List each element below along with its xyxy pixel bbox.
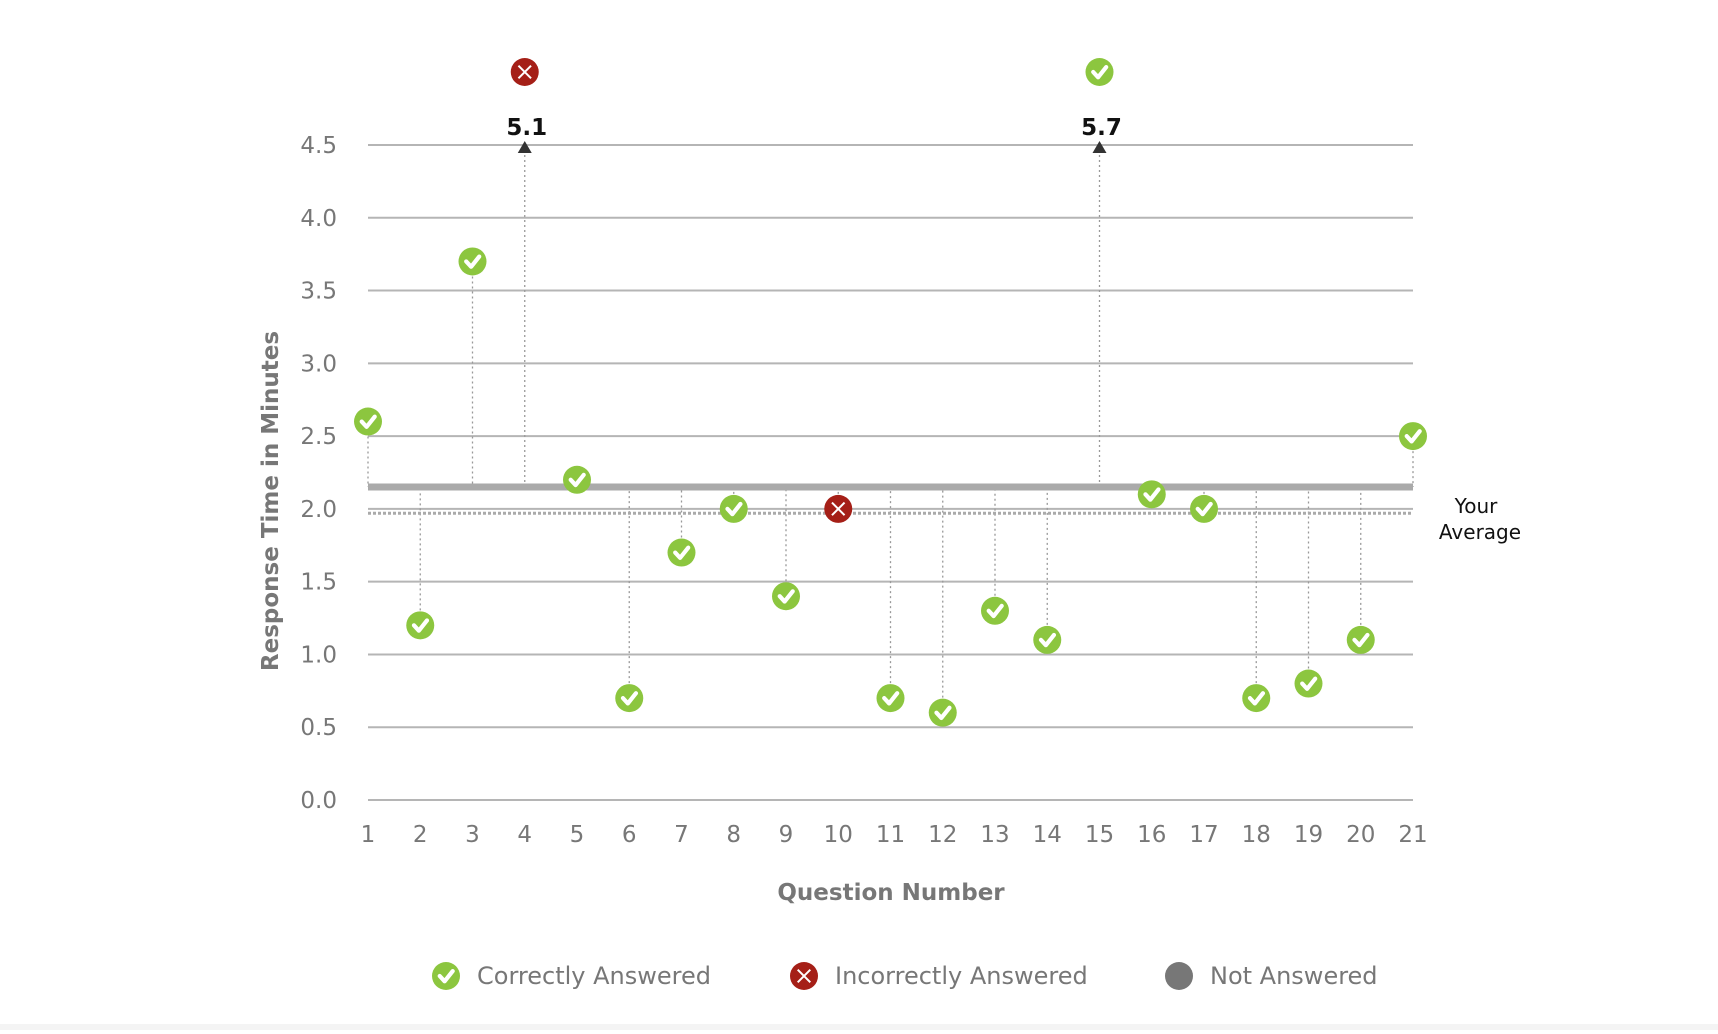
- x-tick-label: 9: [779, 822, 794, 848]
- your-average-label-line2: Average: [1439, 520, 1521, 544]
- data-points: 5.1 5.7: [354, 58, 1427, 727]
- overflow-arrow-icon: [517, 141, 532, 153]
- your-average-label-line1: Your: [1454, 494, 1498, 518]
- check-marker-icon: [615, 684, 644, 713]
- check-marker-icon: [406, 611, 435, 640]
- x-tick-label: 7: [674, 822, 689, 848]
- check-marker-icon: [1346, 625, 1375, 654]
- reference-lines: [368, 483, 1413, 515]
- x-tick-label: 8: [726, 822, 741, 848]
- x-tick-label: 10: [824, 822, 853, 848]
- check-marker-icon: [1137, 480, 1166, 509]
- check-marker-icon: [928, 698, 957, 727]
- not-answered-marker-icon: [1165, 962, 1193, 990]
- check-marker-icon: [458, 247, 487, 276]
- gridlines: [368, 144, 1413, 801]
- legend-item-incorrect: Incorrectly Answered: [790, 962, 1088, 990]
- stems: [367, 145, 1414, 713]
- check-marker-icon: [354, 407, 382, 436]
- check-marker-icon: [667, 538, 696, 567]
- x-tick-label: 15: [1085, 822, 1114, 848]
- check-marker-icon: [719, 494, 748, 523]
- x-tick-label: 6: [622, 822, 637, 848]
- x-tick-label: 11: [876, 822, 905, 848]
- x-tick-label: 20: [1346, 822, 1375, 848]
- x-tick-label: 19: [1294, 822, 1323, 848]
- legend-label: Not Answered: [1210, 962, 1378, 990]
- check-marker-icon: [1033, 625, 1062, 654]
- y-tick-label: 0.0: [300, 788, 337, 814]
- y-tick-label: 3.0: [300, 351, 337, 377]
- check-marker-icon: [432, 962, 460, 990]
- legend: Correctly Answered Incorrectly Answered No…: [432, 962, 1378, 990]
- check-marker-icon: [876, 684, 905, 713]
- check-marker-icon: [1085, 58, 1114, 86]
- x-tick-label: 14: [1033, 822, 1062, 848]
- legend-label: Correctly Answered: [477, 962, 711, 990]
- x-marker-icon: [824, 494, 853, 523]
- x-tick-label: 16: [1137, 822, 1166, 848]
- x-tick-label: 1: [361, 822, 376, 848]
- x-tick-label: 21: [1398, 822, 1427, 848]
- check-marker-icon: [1242, 684, 1271, 713]
- y-tick-label: 4.0: [300, 206, 337, 232]
- y-tick-label: 1.0: [300, 642, 337, 668]
- y-tick-label: 1.5: [300, 570, 337, 596]
- check-marker-icon: [772, 582, 800, 611]
- y-tick-label: 2.5: [300, 424, 337, 450]
- x-tick-labels: 1 2 3 4 5 6 7 8 9 10 11 12 13 14 15 16 17 18 19 20 21: [361, 822, 1428, 848]
- y-axis-title: Response Time in Minutes: [258, 331, 284, 671]
- x-tick-label: 12: [928, 822, 957, 848]
- x-tick-label: 17: [1189, 822, 1218, 848]
- check-marker-icon: [1399, 422, 1427, 451]
- x-tick-label: 13: [980, 822, 1009, 848]
- x-tick-label: 4: [517, 822, 532, 848]
- legend-item-not_answered: Not Answered: [1165, 962, 1378, 990]
- check-marker-icon: [1190, 494, 1218, 523]
- x-tick-label: 18: [1242, 822, 1271, 848]
- y-tick-label: 4.5: [300, 133, 337, 159]
- check-marker-icon: [981, 596, 1009, 625]
- overflow-arrow-icon: [1092, 141, 1107, 153]
- y-tick-label: 0.5: [300, 715, 337, 741]
- y-tick-label: 3.5: [300, 279, 337, 305]
- x-tick-label: 3: [465, 822, 480, 848]
- bottom-strip: [0, 1024, 1718, 1030]
- x-tick-label: 2: [413, 822, 428, 848]
- check-marker-icon: [1294, 669, 1323, 698]
- x-marker-icon: [510, 58, 539, 86]
- legend-label: Incorrectly Answered: [835, 962, 1088, 990]
- legend-item-correct: Correctly Answered: [432, 962, 711, 990]
- x-tick-label: 5: [570, 822, 585, 848]
- x-marker-icon: [790, 962, 818, 990]
- y-tick-labels: 0.0 0.5 1.0 1.5 2.0 2.5 3.0 3.5 4.0 4.5: [300, 133, 337, 814]
- x-axis-title: Question Number: [777, 880, 1005, 906]
- y-tick-label: 2.0: [300, 497, 337, 523]
- overflow-value-label: 5.7: [1081, 115, 1122, 141]
- check-marker-icon: [563, 465, 591, 494]
- overflow-value-label: 5.1: [506, 115, 547, 141]
